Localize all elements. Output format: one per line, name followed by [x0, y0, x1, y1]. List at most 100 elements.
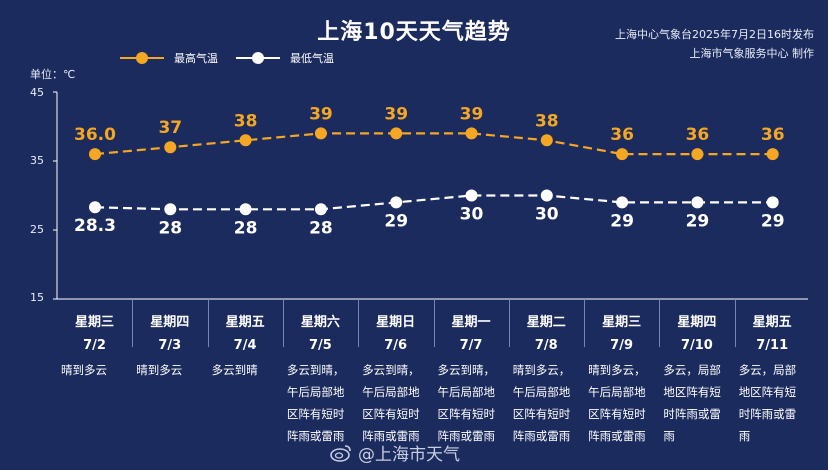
data-label-low: 28 [158, 218, 182, 238]
data-point-high [164, 141, 177, 154]
data-point-low [239, 203, 252, 216]
day-column: 星期四 7/10 多云，局部地区阵有短时阵雨或雷雨 [659, 299, 734, 445]
day-column: 星期二 7/8 晴到多云，午后局部地区阵有短时阵雨或雷雨 [509, 299, 584, 445]
weather-description: 多云，局部地区阵有短时阵雨或雷雨 [738, 363, 797, 443]
data-label-high: 39 [460, 104, 484, 124]
data-label-high: 39 [384, 104, 408, 124]
weekday-label: 星期三 [602, 315, 642, 330]
data-point-low [390, 196, 403, 209]
legend-low: 最低气温 [236, 50, 334, 66]
weather-description: 晴到多云，午后局部地区阵有短时阵雨或雷雨 [512, 363, 571, 443]
weibo-icon [330, 444, 351, 462]
column-divider [584, 299, 586, 347]
column-divider [207, 299, 209, 347]
date-label: 7/2 [83, 338, 106, 353]
date-label: 7/10 [680, 338, 713, 353]
date-label: 7/8 [534, 338, 558, 353]
series-line-low [94, 194, 773, 211]
column-divider [508, 299, 510, 347]
column-divider [659, 299, 661, 347]
data-point-low [616, 196, 629, 209]
day-column: 星期三 7/9 晴到多云，午后局部地区阵有短时阵雨或雷雨 [584, 299, 659, 445]
weather-description: 多云到晴，午后局部地区阵有短时阵雨或雷雨 [437, 363, 496, 443]
column-divider [734, 299, 736, 347]
data-point-low [540, 189, 553, 202]
data-label-low: 30 [535, 205, 559, 225]
data-label-high: 36 [686, 125, 710, 145]
column-divider [358, 299, 360, 347]
data-point-low [691, 196, 704, 209]
data-label-high: 38 [535, 111, 559, 131]
column-divider [132, 299, 134, 347]
legend-high-swatch [120, 52, 164, 64]
data-label-high: 38 [234, 111, 258, 131]
data-label-high: 36.0 [74, 125, 116, 145]
weekday-label: 星期六 [300, 315, 340, 330]
date-label: 7/7 [459, 338, 483, 353]
watermark: @上海市天气 [330, 440, 460, 465]
weekday-label: 星期四 [677, 315, 717, 330]
weekday-label: 星期日 [376, 315, 416, 330]
legend-low-label: 最低气温 [290, 52, 334, 65]
data-point-high [691, 148, 704, 161]
weather-description: 晴到多云，午后局部地区阵有短时阵雨或雷雨 [588, 363, 646, 443]
y-tick-label: 25 [30, 223, 44, 236]
weekday-label: 星期一 [451, 315, 491, 330]
column-divider [282, 299, 284, 347]
data-label-high: 37 [158, 118, 182, 138]
date-label: 7/5 [308, 338, 332, 353]
weather-description: 多云，局部地区阵有短时阵雨或雷雨 [663, 363, 721, 443]
unit-label: 单位：℃ [30, 68, 76, 81]
data-point-high [390, 127, 403, 140]
data-point-low [465, 189, 478, 202]
date-label: 7/3 [158, 338, 182, 353]
day-column: 星期日 7/6 多云到晴，午后局部地区阵有短时阵雨或雷雨 [358, 299, 433, 445]
weekday-label: 星期五 [752, 315, 792, 330]
legend-high-label: 最高气温 [174, 52, 218, 65]
data-point-high [766, 148, 779, 161]
weekday-label: 星期二 [526, 315, 566, 330]
data-point-high [239, 134, 252, 147]
day-column: 星期三 7/2 晴到多云 [57, 299, 132, 445]
source-line-2: 上海市气象服务中心 制作 [689, 47, 815, 60]
column-divider [433, 299, 435, 347]
page-title: 上海10天天气趋势 [317, 20, 511, 45]
data-label-low: 29 [686, 211, 710, 231]
source-line-1: 上海中心气象台2025年7月2日16时发布 [615, 28, 814, 41]
day-column: 星期五 7/11 多云，局部地区阵有短时阵雨或雷雨 [735, 299, 810, 445]
data-label-high: 36 [610, 125, 634, 145]
weather-description: 晴到多云 [136, 363, 183, 377]
weekday-label: 星期三 [74, 315, 114, 330]
data-point-low [89, 201, 101, 214]
date-label: 7/6 [384, 338, 408, 353]
data-point-high [465, 127, 478, 140]
day-column: 星期五 7/4 多云到晴 [208, 299, 283, 445]
data-label-low: 28.3 [74, 216, 116, 236]
date-label: 7/4 [233, 338, 257, 353]
data-label-low: 28 [234, 218, 258, 238]
weather-description: 多云到晴 [211, 363, 258, 377]
day-column: 星期一 7/7 多云到晴，午后局部地区阵有短时阵雨或雷雨 [434, 299, 509, 445]
legend-high: 最高气温 [120, 50, 218, 66]
weather-description: 多云到晴，午后局部地区阵有短时阵雨或雷雨 [286, 363, 345, 443]
date-label: 7/11 [756, 338, 789, 353]
data-point-high [314, 127, 327, 140]
data-label-low: 29 [761, 211, 785, 231]
data-label-low: 30 [460, 205, 484, 225]
day-column: 星期四 7/3 晴到多云 [132, 299, 207, 445]
data-point-low [164, 203, 177, 216]
data-point-high [89, 148, 101, 161]
legend-low-swatch [236, 52, 280, 64]
y-tick-label: 15 [30, 291, 44, 304]
weekday-label: 星期五 [225, 315, 265, 330]
data-point-low [314, 203, 327, 216]
data-point-low [766, 196, 779, 209]
watermark-text: @上海市天气 [358, 445, 460, 465]
data-label-high: 39 [309, 104, 333, 124]
data-label-low: 29 [610, 211, 634, 231]
weather-description: 晴到多云 [61, 363, 107, 377]
data-point-high [616, 148, 629, 161]
y-tick-label: 45 [30, 86, 44, 99]
